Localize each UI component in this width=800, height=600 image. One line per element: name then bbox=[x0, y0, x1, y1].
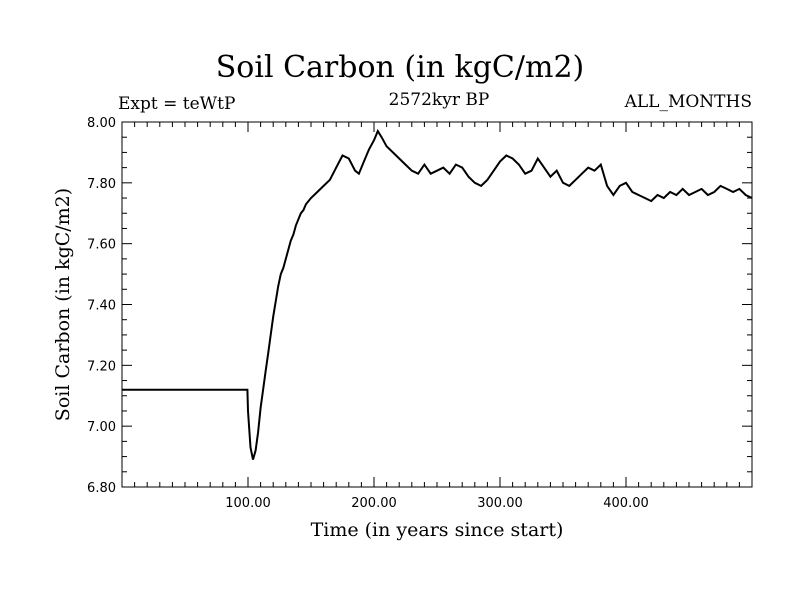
months-label: ALL_MONTHS bbox=[624, 92, 752, 112]
chart-title: Soil Carbon (in kgC/m2) bbox=[215, 50, 585, 85]
tick-group bbox=[122, 121, 752, 488]
y-tick-label: 7.80 bbox=[87, 177, 116, 192]
y-tick-label: 6.80 bbox=[87, 481, 116, 496]
period-label: 2572kyr BP bbox=[388, 90, 490, 110]
y-tick-label: 7.60 bbox=[87, 238, 116, 253]
x-tick-label: 100.00 bbox=[225, 496, 271, 511]
y-axis-label: Soil Carbon (in kgC/m2) bbox=[52, 188, 74, 421]
tick-label-group: 100.00 200.00 300.00 400.00 6.80 7.00 7.20 7.40… bbox=[87, 116, 649, 511]
y-tick-label: 7.40 bbox=[87, 299, 116, 314]
series-line bbox=[122, 128, 753, 460]
x-tick-label: 300.00 bbox=[477, 496, 523, 511]
x-axis-label: Time (in years since start) bbox=[311, 519, 564, 541]
plot-frame bbox=[121, 121, 753, 488]
y-tick-label: 7.00 bbox=[87, 420, 116, 435]
y-tick-label: 8.00 bbox=[87, 116, 116, 131]
x-tick-label: 400.00 bbox=[603, 496, 649, 511]
experiment-label: Expt = teWtP bbox=[118, 94, 236, 114]
y-tick-label: 7.20 bbox=[87, 359, 116, 374]
x-tick-label: 200.00 bbox=[351, 496, 397, 511]
